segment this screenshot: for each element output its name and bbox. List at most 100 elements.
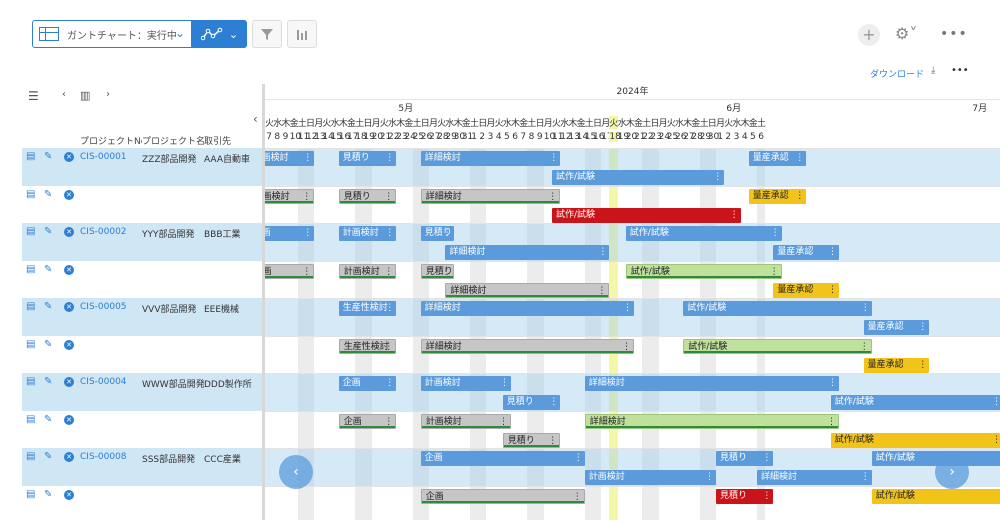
task-bar[interactable]: 詳細検討	[585, 376, 839, 391]
document-icon[interactable]: ▤	[26, 264, 35, 275]
task-bar[interactable]: 量産承認	[749, 151, 806, 166]
column-header-project-name[interactable]: プロジェクト名	[142, 134, 204, 147]
delete-icon[interactable]: ✕	[64, 452, 74, 462]
task-bar[interactable]: 試作/試験	[552, 208, 741, 223]
task-bar[interactable]: 詳細検討	[757, 470, 872, 485]
task-bar[interactable]: 見積り	[339, 189, 396, 204]
task-bar[interactable]: 企画	[339, 414, 396, 429]
edit-icon[interactable]: ✎	[44, 376, 52, 387]
download-icon[interactable]: ⤓	[931, 65, 935, 76]
task-bar[interactable]: 試作/試験	[683, 339, 872, 354]
task-bar[interactable]: 詳細検討	[445, 283, 609, 298]
download-link[interactable]: ダウンロード	[870, 67, 924, 80]
task-bar[interactable]: 試作/試験	[626, 226, 782, 241]
hamburger-menu-icon[interactable]: ☰	[28, 89, 39, 103]
task-bar[interactable]: 詳細検討	[445, 245, 609, 260]
document-icon[interactable]: ▤	[26, 451, 35, 462]
task-bar[interactable]: 企画	[339, 376, 396, 391]
edit-icon[interactable]: ✎	[44, 301, 52, 312]
delete-icon[interactable]: ✕	[64, 415, 74, 425]
task-bar[interactable]: 企画	[265, 226, 314, 241]
edit-icon[interactable]: ✎	[44, 414, 52, 425]
task-bar[interactable]: 試作/試験	[831, 433, 1000, 448]
settings-gear-icon[interactable]: ⚙˅	[895, 24, 917, 43]
document-icon[interactable]: ▤	[26, 301, 35, 312]
task-bar[interactable]: 試作/試験	[683, 301, 872, 316]
task-bar[interactable]: 見積り	[339, 151, 396, 166]
task-bar[interactable]: 企画	[265, 264, 314, 279]
prev-period-button[interactable]: ‹	[279, 455, 313, 489]
project-no-link[interactable]: CIS-00002	[80, 227, 127, 237]
project-no-link[interactable]: CIS-00005	[80, 302, 127, 312]
document-icon[interactable]: ▤	[26, 414, 35, 425]
task-bar[interactable]: 詳細検討	[421, 151, 560, 166]
edit-icon[interactable]: ✎	[44, 489, 52, 500]
columns-icon[interactable]: ▥	[80, 89, 90, 102]
task-bar[interactable]: 試作/試験	[831, 395, 1000, 410]
document-icon[interactable]: ▤	[26, 151, 35, 162]
task-bar[interactable]: 試作/試験	[552, 170, 724, 185]
task-bar[interactable]: 見積り	[716, 489, 773, 504]
filter-button[interactable]	[252, 20, 282, 48]
delete-icon[interactable]: ✕	[64, 227, 74, 237]
delete-icon[interactable]: ✕	[64, 190, 74, 200]
task-bar[interactable]: 見積り	[421, 264, 454, 279]
more-options-icon[interactable]: •••	[951, 65, 969, 76]
edit-icon[interactable]: ✎	[44, 451, 52, 462]
document-icon[interactable]: ▤	[26, 489, 35, 500]
delete-icon[interactable]: ✕	[64, 490, 74, 500]
task-bar[interactable]: 計画検討	[421, 376, 511, 391]
task-bar[interactable]: 見積り	[716, 451, 773, 466]
delete-icon[interactable]: ✕	[64, 265, 74, 275]
task-bar[interactable]: 生産性検討	[339, 339, 396, 354]
task-bar[interactable]: 計画検討	[585, 470, 716, 485]
delete-icon[interactable]: ✕	[64, 340, 74, 350]
task-bar[interactable]: 量産承認	[773, 283, 839, 298]
task-bar[interactable]: 計画検討	[265, 189, 314, 204]
column-header-client[interactable]: 取引先	[204, 134, 262, 147]
scroll-left-icon[interactable]: ‹	[62, 89, 66, 100]
project-no-link[interactable]: CIS-00001	[80, 152, 127, 162]
chart-view-button[interactable]: ⌄	[192, 20, 247, 48]
edit-icon[interactable]: ✎	[44, 264, 52, 275]
task-bar[interactable]: 計画検討	[421, 414, 511, 429]
summary-button[interactable]	[287, 20, 317, 48]
delete-icon[interactable]: ✕	[64, 377, 74, 387]
delete-icon[interactable]: ✕	[64, 152, 74, 162]
add-button[interactable]: +	[858, 24, 880, 46]
document-icon[interactable]: ▤	[26, 189, 35, 200]
edit-icon[interactable]: ✎	[44, 339, 52, 350]
task-bar[interactable]: 詳細検討	[421, 189, 560, 204]
task-bar[interactable]: 計画検討	[339, 264, 396, 279]
scroll-right-icon[interactable]: ›	[106, 89, 110, 100]
task-bar[interactable]: 試作/試験	[872, 489, 1000, 504]
collapse-panel-icon[interactable]: ‹	[253, 112, 258, 126]
task-bar[interactable]: 企画	[421, 489, 585, 504]
document-icon[interactable]: ▤	[26, 226, 35, 237]
task-bar[interactable]: 量産承認	[773, 245, 839, 260]
more-menu-icon[interactable]: •••	[940, 26, 968, 42]
project-no-link[interactable]: CIS-00004	[80, 377, 127, 387]
edit-icon[interactable]: ✎	[44, 226, 52, 237]
column-header-project-no[interactable]: プロジェクトNo	[80, 134, 142, 147]
project-no-link[interactable]: CIS-00008	[80, 452, 127, 462]
task-bar[interactable]: 試作/試験	[626, 264, 782, 279]
task-bar[interactable]: 見積り	[503, 395, 560, 410]
view-selector[interactable]: ガントチャート：実行中 ⌄	[32, 20, 192, 48]
task-bar[interactable]: 企画	[421, 451, 585, 466]
task-bar[interactable]: 詳細検討	[421, 339, 634, 354]
edit-icon[interactable]: ✎	[44, 189, 52, 200]
next-period-button[interactable]: ›	[935, 455, 969, 489]
delete-icon[interactable]: ✕	[64, 302, 74, 312]
task-bar[interactable]: 量産承認	[864, 358, 930, 373]
task-bar[interactable]: 生産性検討	[339, 301, 396, 316]
task-bar[interactable]: 計画検討	[265, 151, 314, 166]
document-icon[interactable]: ▤	[26, 376, 35, 387]
task-bar[interactable]: 見積り	[421, 226, 454, 241]
task-bar[interactable]: 詳細検討	[421, 301, 634, 316]
task-bar[interactable]: 詳細検討	[585, 414, 839, 429]
task-bar[interactable]: 計画検討	[339, 226, 396, 241]
task-bar[interactable]: 量産承認	[864, 320, 930, 335]
document-icon[interactable]: ▤	[26, 339, 35, 350]
edit-icon[interactable]: ✎	[44, 151, 52, 162]
